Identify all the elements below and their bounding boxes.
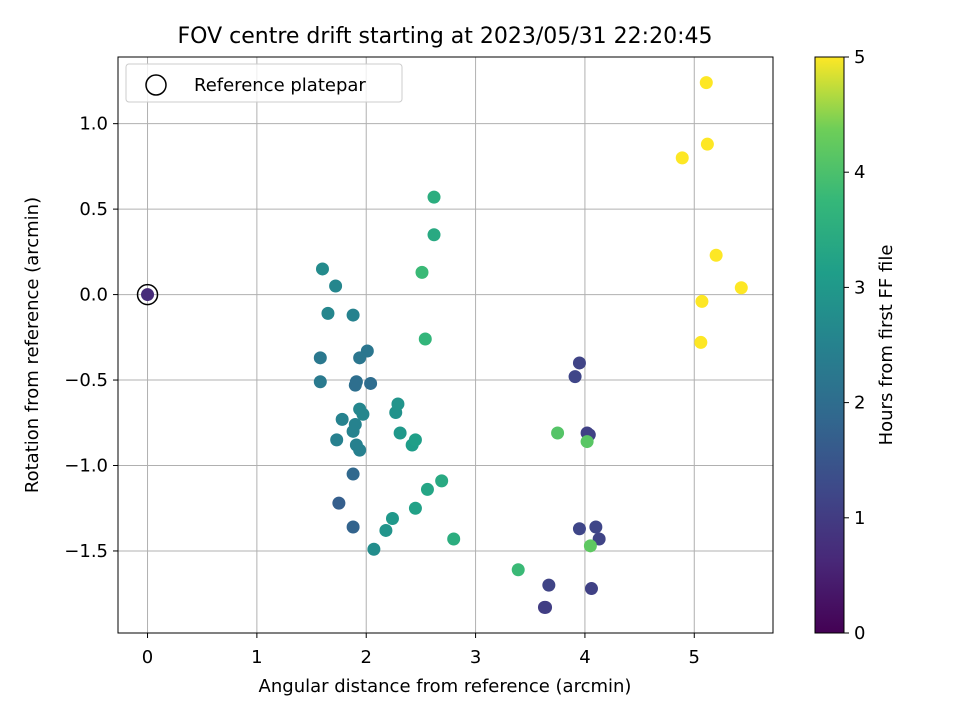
data-point xyxy=(584,582,598,596)
data-point xyxy=(349,375,363,389)
reference-platepar-marker xyxy=(136,283,159,306)
data-point xyxy=(589,520,603,534)
data-point xyxy=(572,356,586,370)
data-point xyxy=(141,288,155,302)
data-point xyxy=(330,433,344,447)
data-point xyxy=(364,376,378,390)
data-point xyxy=(580,435,594,449)
data-point xyxy=(329,279,343,293)
colorbar-tick-label: 4 xyxy=(854,162,865,183)
x-tick-label: 4 xyxy=(579,647,590,668)
data-point xyxy=(367,542,381,556)
data-point xyxy=(356,407,370,421)
data-point xyxy=(346,308,360,322)
data-point xyxy=(321,306,335,320)
data-point xyxy=(511,563,525,577)
data-point xyxy=(447,532,461,546)
x-tick-label: 2 xyxy=(360,647,371,668)
data-point xyxy=(393,426,407,440)
plot-area xyxy=(118,57,773,633)
data-point xyxy=(734,281,748,295)
data-point xyxy=(420,482,434,496)
y-tick-label: 0.5 xyxy=(79,199,108,220)
data-point xyxy=(353,351,367,365)
legend: Reference platepar xyxy=(125,63,403,103)
data-point xyxy=(335,412,349,426)
data-point xyxy=(313,351,327,365)
data-point xyxy=(346,520,360,534)
y-axis-label: Rotation from reference (arcmin) xyxy=(22,197,43,493)
legend-marker-icon xyxy=(145,74,167,96)
data-point xyxy=(385,511,399,525)
colorbar-gradient xyxy=(815,57,844,633)
data-point xyxy=(408,433,422,447)
y-tick-label: −1.5 xyxy=(64,541,108,562)
colorbar-tick-label: 3 xyxy=(854,277,865,298)
y-tick-label: 0.0 xyxy=(79,285,108,306)
colorbar-label: Hours from first FF file xyxy=(876,245,897,446)
x-tick-label: 5 xyxy=(689,647,700,668)
data-point xyxy=(542,578,556,592)
data-point xyxy=(568,370,582,384)
data-point xyxy=(408,501,422,515)
data-point xyxy=(675,151,689,165)
data-point xyxy=(592,532,606,546)
data-point xyxy=(315,262,329,276)
y-tick-label: 1.0 xyxy=(79,114,108,135)
data-point xyxy=(551,426,565,440)
colorbar-ticks: 0 1 2 3 4 5 xyxy=(844,47,865,644)
plot-frame xyxy=(117,56,774,634)
data-point xyxy=(427,228,441,242)
data-point xyxy=(379,523,393,537)
y-tick-label: −0.5 xyxy=(64,370,108,391)
data-point xyxy=(695,294,709,308)
x-tick-label: 0 xyxy=(142,647,153,668)
data-point xyxy=(346,467,360,481)
data-point xyxy=(709,248,723,262)
legend-entry-reference: Reference platepar xyxy=(194,75,366,96)
data-point xyxy=(435,474,449,488)
data-point xyxy=(539,600,553,614)
data-point xyxy=(427,190,441,204)
legend-box xyxy=(125,63,403,103)
data-points xyxy=(141,76,748,614)
data-point xyxy=(415,265,429,279)
x-tick-label: 1 xyxy=(251,647,262,668)
data-point xyxy=(572,522,586,536)
chart-title: FOV centre drift starting at 2023/05/31 … xyxy=(178,24,713,49)
data-point xyxy=(391,397,405,411)
colorbar: 0 1 2 3 4 5 Hours from first FF file xyxy=(814,47,897,644)
data-point xyxy=(699,76,713,90)
data-point xyxy=(583,539,597,553)
data-point xyxy=(332,496,346,510)
data-point xyxy=(313,375,327,389)
y-gridlines xyxy=(118,123,773,552)
colorbar-tick-label: 5 xyxy=(854,47,865,68)
x-tick-label: 3 xyxy=(470,647,481,668)
colorbar-tick-label: 1 xyxy=(854,508,865,529)
x-axis-ticks: 0 1 2 3 4 5 xyxy=(142,633,700,668)
y-axis-ticks: −1.5 −1.0 −0.5 0.0 0.5 1.0 xyxy=(64,114,118,562)
data-point xyxy=(353,443,367,457)
data-point xyxy=(694,335,708,349)
colorbar-tick-label: 2 xyxy=(854,393,865,414)
data-point xyxy=(346,424,360,438)
colorbar-frame xyxy=(814,56,845,634)
data-point xyxy=(700,137,714,151)
colorbar-tick-label: 0 xyxy=(854,623,865,644)
y-tick-label: −1.0 xyxy=(64,455,108,476)
x-axis-label: Angular distance from reference (arcmin) xyxy=(259,676,632,697)
data-point xyxy=(418,332,432,346)
